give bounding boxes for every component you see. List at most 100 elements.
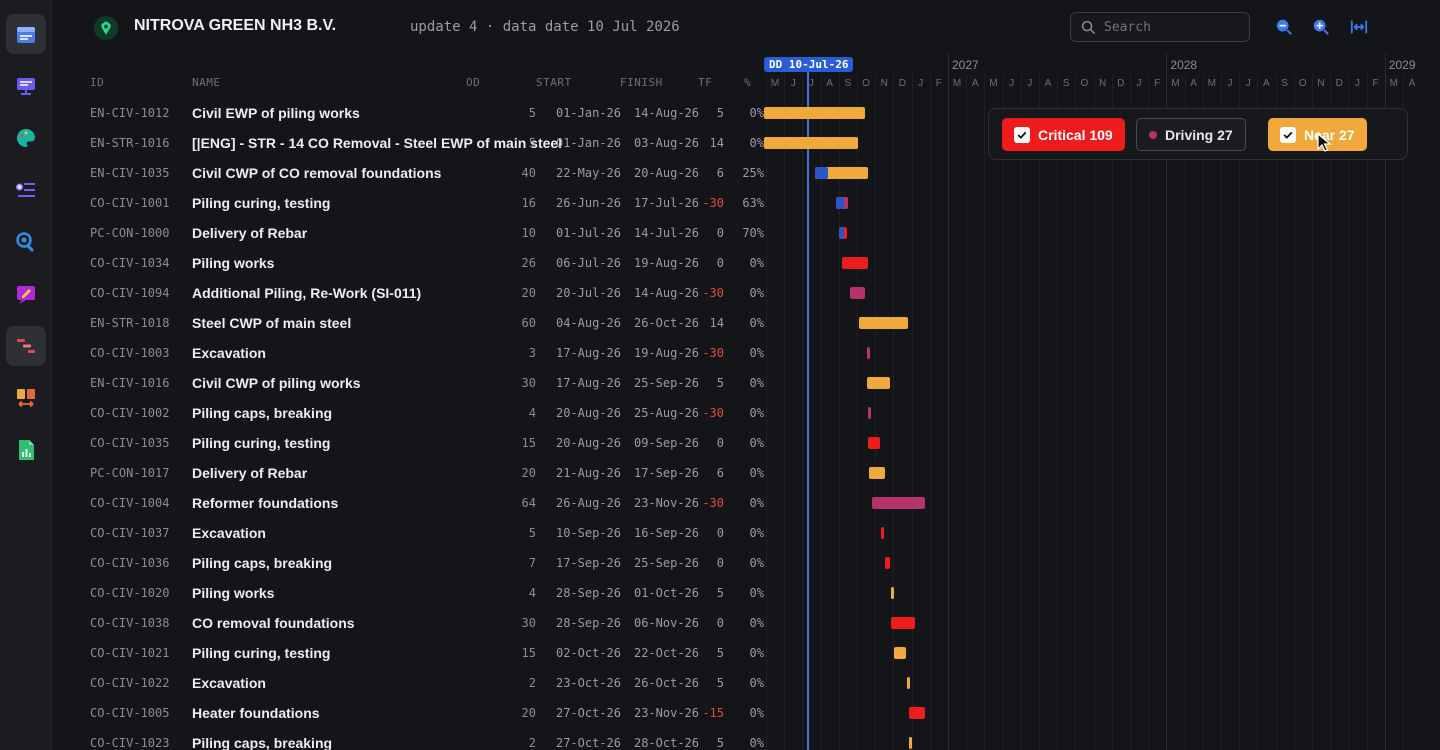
checkbox-checked-icon[interactable] (1014, 126, 1030, 143)
table-row[interactable]: PC-CON-1000 Delivery of Rebar 10 01-Jul-26 1… (52, 218, 764, 248)
update-info: update 4 · data date 10 Jul 2026 (410, 19, 680, 35)
report-icon[interactable] (6, 430, 46, 470)
search-input[interactable] (1104, 19, 1244, 35)
gantt-bar-critical[interactable] (841, 257, 868, 269)
gantt-bar-critical[interactable] (908, 707, 925, 719)
original-duration: 60 (521, 316, 536, 330)
gantt-bar-near[interactable] (764, 107, 865, 119)
gantt-bar-near[interactable] (764, 137, 859, 149)
table-row[interactable]: EN-CIV-1035 Civil CWP of CO removal found… (52, 158, 764, 188)
checkbox-checked-icon[interactable] (1280, 126, 1296, 143)
gantt-bar-driving[interactable] (868, 407, 872, 419)
table-row[interactable]: CO-CIV-1001 Piling curing, testing 16 26-Ju… (52, 188, 764, 218)
activity-id: CO-CIV-1034 (90, 256, 170, 270)
total-float: 5 (716, 106, 724, 120)
month-gridline (1239, 74, 1241, 750)
finish-date: 14-Aug-26 (633, 106, 699, 120)
col-header-pct[interactable]: % (744, 76, 752, 89)
driving-filter-chip[interactable]: Driving 27 (1136, 118, 1246, 151)
zoom-out-icon[interactable] (1273, 16, 1295, 38)
gantt-bar-driving[interactable] (850, 287, 865, 299)
finish-date: 19-Aug-26 (633, 256, 699, 270)
search-box[interactable] (1070, 12, 1250, 42)
table-row[interactable]: EN-STR-1016 [|ENG] - STR - 14 CO Removal … (52, 128, 764, 158)
fit-width-icon[interactable] (1348, 16, 1370, 38)
month-tick-label: F (935, 78, 942, 89)
table-row[interactable]: CO-CIV-1036 Piling caps, breaking 7 17-Sep-… (52, 548, 764, 578)
month-gridline (1312, 74, 1313, 750)
original-duration: 7 (528, 556, 536, 570)
col-header-od[interactable]: OD (466, 76, 481, 89)
critical-filter-chip[interactable]: Critical 109 (1002, 118, 1125, 151)
finish-date: 14-Jul-26 (633, 226, 699, 240)
table-row[interactable]: CO-CIV-1021 Piling curing, testing 15 02-Oc… (52, 638, 764, 668)
gantt-bar-near[interactable] (858, 317, 909, 329)
percent-complete: 0% (749, 106, 764, 120)
gantt-bar-near[interactable] (893, 647, 906, 659)
gantt-bar-critical[interactable] (880, 527, 885, 539)
table-row[interactable]: EN-CIV-1012 Civil EWP of piling works 5 01-… (52, 98, 764, 128)
zoom-in-icon[interactable] (1310, 16, 1332, 38)
month-gridline (966, 74, 968, 750)
compare-icon[interactable] (6, 378, 46, 418)
table-row[interactable]: CO-CIV-1002 Piling caps, breaking 4 20-Aug-… (52, 398, 764, 428)
original-duration: 4 (528, 586, 536, 600)
month-tick-label: N (1098, 78, 1107, 89)
table-row[interactable]: CO-CIV-1034 Piling works 26 06-Jul-26 19-Aug… (52, 248, 764, 278)
original-duration: 5 (528, 106, 536, 120)
gantt-icon[interactable] (6, 326, 46, 366)
table-row[interactable]: CO-CIV-1022 Excavation 2 23-Oct-26 26-Oct-26… (52, 668, 764, 698)
table-row[interactable]: EN-CIV-1016 Civil CWP of piling works 30 17… (52, 368, 764, 398)
original-duration: 10 (521, 226, 536, 240)
gantt-bar-near[interactable] (891, 587, 895, 599)
col-header-tf[interactable]: TF (698, 76, 713, 89)
palette-icon[interactable] (6, 118, 46, 158)
table-row[interactable]: CO-CIV-1035 Piling curing, testing 15 20-Au… (52, 428, 764, 458)
month-gridline (1148, 74, 1150, 750)
gantt-bar-driving[interactable] (871, 497, 925, 509)
gantt-bar-near[interactable] (866, 377, 890, 389)
near-filter-chip[interactable]: Near 27 (1268, 118, 1367, 151)
finish-date: 25-Aug-26 (633, 406, 699, 420)
table-row[interactable]: CO-CIV-1003 Excavation 3 17-Aug-26 19-Aug-26… (52, 338, 764, 368)
gantt-bar-critical[interactable] (891, 617, 915, 629)
finish-date: 14-Aug-26 (633, 286, 699, 300)
table-row[interactable]: CO-CIV-1004 Reformer foundations 64 26-Aug-… (52, 488, 764, 518)
table-row[interactable]: EN-STR-1018 Steel CWP of main steel 60 04-A… (52, 308, 764, 338)
col-header-name[interactable]: NAME (192, 76, 221, 89)
activity-id: EN-STR-1016 (90, 136, 170, 150)
table-row[interactable]: CO-CIV-1094 Additional Piling, Re-Work (S… (52, 278, 764, 308)
table-row[interactable]: CO-CIV-1020 Piling works 4 28-Sep-26 01-Oct-… (52, 578, 764, 608)
gantt-bar-critical[interactable] (884, 557, 890, 569)
table-row[interactable]: CO-CIV-1005 Heater foundations 20 27-Oct-26… (52, 698, 764, 728)
col-header-id[interactable]: ID (90, 76, 105, 89)
list-add-icon[interactable] (6, 170, 46, 210)
activity-name: Delivery of Rebar (192, 225, 308, 241)
activity-name: Civil CWP of piling works (192, 375, 361, 391)
month-gridline (929, 74, 931, 750)
table-row[interactable]: CO-CIV-1037 Excavation 5 10-Sep-26 16-Sep-26… (52, 518, 764, 548)
activity-id: CO-CIV-1001 (90, 196, 170, 210)
table-row[interactable]: PC-CON-1017 Delivery of Rebar 20 21-Aug-26 1… (52, 458, 764, 488)
activity-name: Piling caps, breaking (192, 555, 333, 571)
table-row[interactable]: CO-CIV-1023 Piling caps, breaking 2 27-Oct-… (52, 728, 764, 750)
gantt-bar-critical[interactable] (868, 437, 880, 449)
activity-name: Piling works (192, 585, 275, 601)
col-header-finish[interactable]: FINISH (620, 76, 663, 89)
total-float: -30 (702, 196, 724, 210)
gantt-bar-near[interactable] (908, 737, 912, 749)
gantt-bar-near[interactable] (814, 167, 869, 179)
month-gridline (1093, 74, 1095, 750)
search-settings-icon[interactable] (6, 222, 46, 262)
gantt-bar-driving[interactable] (866, 347, 870, 359)
calendar-icon[interactable] (6, 14, 46, 54)
left-rail (0, 0, 52, 750)
table-row[interactable]: CO-CIV-1038 CO removal foundations 30 28-Se… (52, 608, 764, 638)
original-duration: 4 (528, 406, 536, 420)
gantt-bar-near[interactable] (868, 467, 885, 479)
gantt-bar-near[interactable] (906, 677, 910, 689)
chat-edit-icon[interactable] (6, 274, 46, 314)
start-date: 10-Sep-26 (555, 526, 621, 540)
monitor-icon[interactable] (6, 66, 46, 106)
col-header-start[interactable]: START (536, 76, 572, 89)
